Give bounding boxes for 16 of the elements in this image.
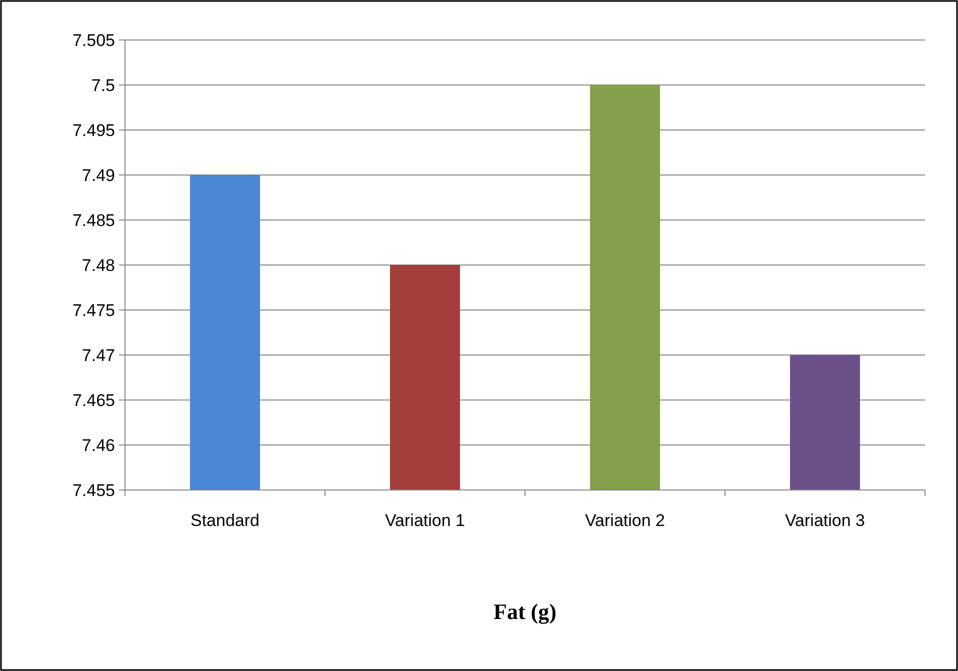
y-tick-label: 7.5 bbox=[91, 76, 115, 95]
text: Fat (g) bbox=[494, 599, 556, 624]
x-tick-label: Standard bbox=[190, 511, 260, 530]
y-tick-label: 7.495 bbox=[72, 120, 115, 140]
y-tick-label: 7.48 bbox=[82, 256, 115, 275]
y-tick-label: 7.475 bbox=[72, 300, 115, 320]
y-tick-label: 7.485 bbox=[72, 210, 115, 230]
y-tick-label: 7.46 bbox=[82, 436, 115, 455]
x-tick-label: Variation 1 bbox=[384, 511, 466, 530]
x-tick-label: Variation 2 bbox=[584, 511, 666, 530]
y-tick-label: 7.465 bbox=[72, 390, 115, 410]
y-tick-label: 7.455 bbox=[72, 480, 115, 500]
y-tick-label: 7.49 bbox=[82, 166, 115, 185]
x-tick-label: Variation 3 bbox=[784, 511, 866, 530]
y-tick-label: 7.505 bbox=[72, 30, 115, 50]
y-tick-label: 7.47 bbox=[82, 346, 115, 365]
